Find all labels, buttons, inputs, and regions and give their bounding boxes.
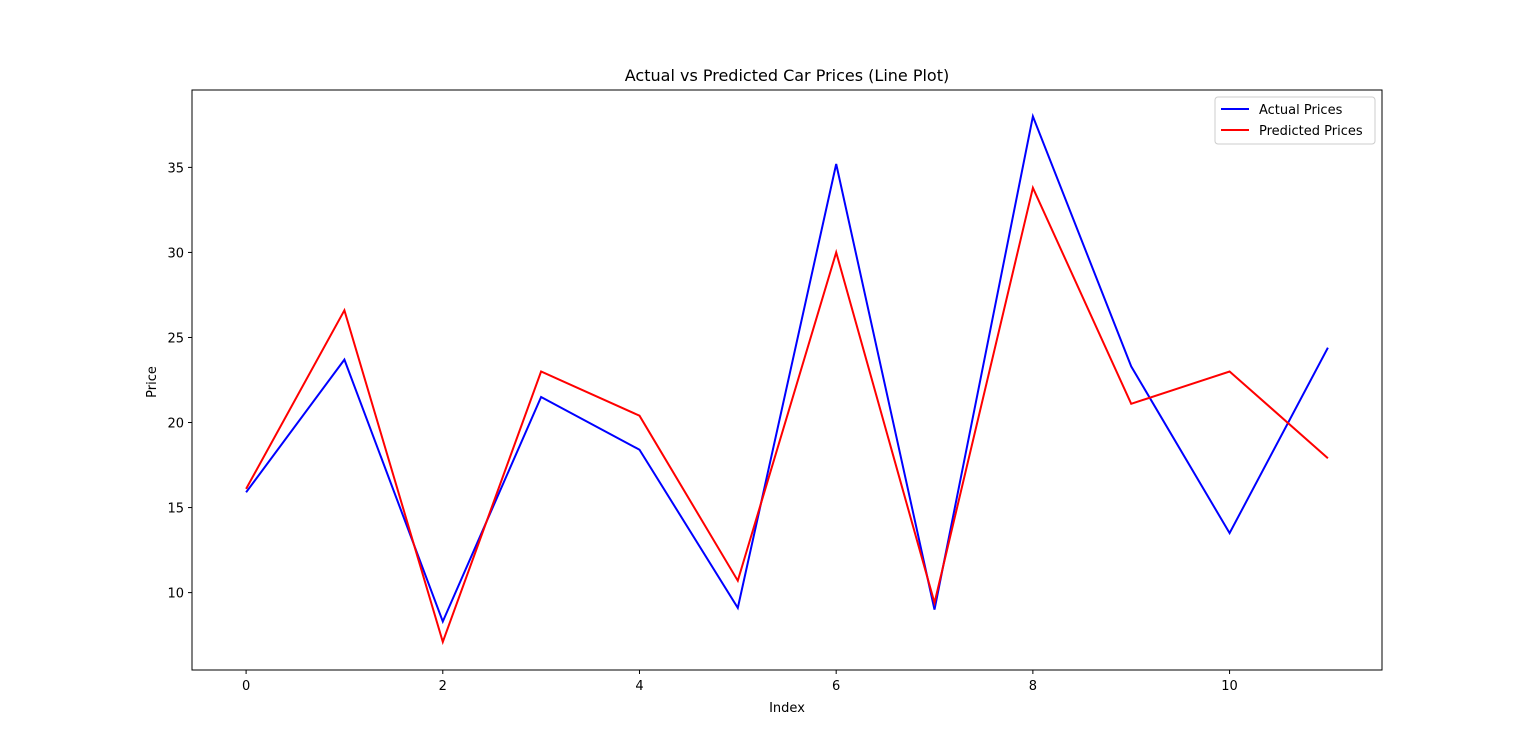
legend-label-predicted: Predicted Prices xyxy=(1259,124,1363,139)
y-axis: 10 15 20 25 30 35 xyxy=(167,161,192,602)
y-tick-label: 20 xyxy=(167,417,184,432)
y-tick-label: 35 xyxy=(167,161,184,176)
plot-frame xyxy=(191,89,1383,671)
x-axis-label: Index xyxy=(769,701,805,716)
x-tick-label: 6 xyxy=(832,679,840,694)
x-tick-label: 10 xyxy=(1221,679,1238,694)
x-tick-label: 2 xyxy=(439,679,447,694)
chart-title: Actual vs Predicted Car Prices (Line Plo… xyxy=(625,66,949,85)
x-axis: 0 2 4 6 8 10 xyxy=(242,670,1238,694)
y-axis-label: Price xyxy=(145,366,160,398)
x-tick-label: 8 xyxy=(1029,679,1037,694)
y-tick-label: 15 xyxy=(167,502,184,517)
y-tick-label: 25 xyxy=(167,331,184,346)
series-line-actual xyxy=(245,112,1329,625)
series-layer xyxy=(245,112,1329,646)
y-tick-label: 30 xyxy=(167,246,184,261)
series-line-predicted xyxy=(245,184,1329,646)
x-tick-label: 4 xyxy=(635,679,643,694)
legend-box xyxy=(1214,96,1376,145)
x-tick-label: 0 xyxy=(242,679,250,694)
legend-label-actual: Actual Prices xyxy=(1259,103,1343,118)
legend: Actual Prices Predicted Prices xyxy=(1214,96,1376,145)
y-tick-label: 10 xyxy=(167,587,184,602)
